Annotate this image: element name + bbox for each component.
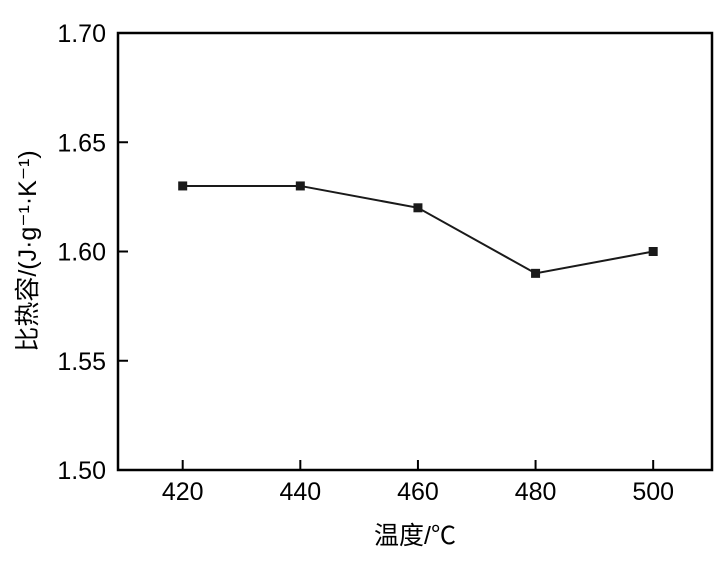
x-tick-label: 420 xyxy=(162,478,204,506)
y-tick-label: 1.65 xyxy=(57,129,106,157)
y-tick-label: 1.55 xyxy=(57,348,106,376)
data-point-marker xyxy=(413,203,423,213)
x-tick-label: 480 xyxy=(515,478,557,506)
data-point-marker xyxy=(648,247,658,256)
x-axis-title: 温度/℃ xyxy=(374,522,456,550)
y-axis-title: 比热容/(J·g⁻¹·K⁻¹) xyxy=(14,150,42,352)
y-tick-label: 1.60 xyxy=(57,239,106,267)
x-tick-label: 460 xyxy=(397,478,439,506)
y-tick-label: 1.70 xyxy=(57,20,106,48)
data-point-marker xyxy=(295,181,305,191)
data-point-marker xyxy=(531,268,541,278)
x-tick-label: 440 xyxy=(279,478,321,506)
data-point-marker xyxy=(178,181,188,191)
x-tick-label: 500 xyxy=(632,478,674,506)
plot-frame xyxy=(116,31,714,472)
data-line xyxy=(182,184,654,275)
y-tick-label: 1.50 xyxy=(57,457,106,485)
